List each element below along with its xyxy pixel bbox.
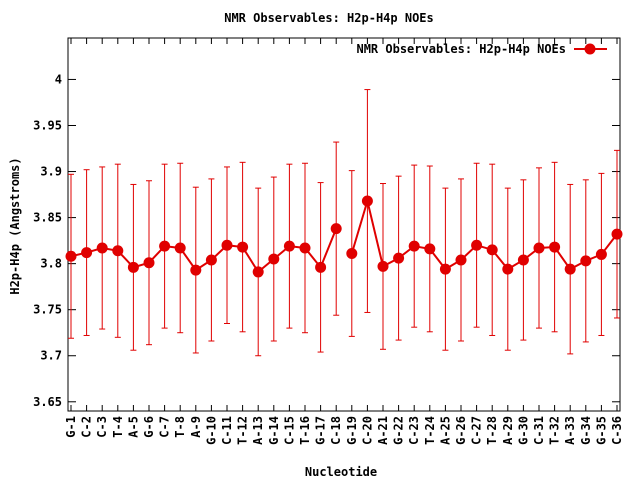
chart-title: NMR Observables: H2p-H4p NOEs bbox=[224, 11, 434, 25]
y-tick-label: 4 bbox=[55, 72, 62, 86]
data-point bbox=[268, 253, 280, 265]
data-point bbox=[517, 254, 529, 266]
x-tick-label: C-2 bbox=[80, 416, 94, 438]
data-point bbox=[611, 228, 623, 240]
x-tick-label: T-8 bbox=[173, 416, 187, 438]
data-point bbox=[65, 250, 77, 262]
data-point bbox=[174, 242, 186, 254]
x-tick-label: A-21 bbox=[376, 416, 390, 445]
data-point bbox=[127, 261, 139, 273]
data-point bbox=[237, 241, 249, 253]
data-point bbox=[283, 240, 295, 252]
x-tick-label: C-3 bbox=[95, 416, 109, 438]
data-point bbox=[346, 248, 358, 260]
data-point bbox=[190, 264, 202, 276]
x-tick-label: A-5 bbox=[126, 416, 140, 438]
series-line bbox=[70, 228, 338, 274]
data-point bbox=[377, 260, 389, 272]
data-point bbox=[471, 239, 483, 251]
x-tick-label: G-19 bbox=[345, 416, 359, 445]
data-point bbox=[81, 247, 93, 259]
data-point bbox=[549, 241, 561, 253]
x-tick-label: G-22 bbox=[392, 416, 406, 445]
data-point bbox=[408, 240, 420, 252]
y-tick-label: 3.7 bbox=[40, 349, 62, 363]
x-tick-label: C-7 bbox=[158, 416, 172, 438]
x-tick-label: T-12 bbox=[236, 416, 250, 445]
x-tick-label: G-6 bbox=[142, 416, 156, 438]
plot-frame bbox=[67, 37, 621, 412]
data-point bbox=[439, 263, 451, 275]
data-point bbox=[595, 248, 607, 260]
x-tick-label: T-32 bbox=[548, 416, 562, 445]
x-tick-label: A-9 bbox=[189, 416, 203, 438]
x-tick-label: G-1 bbox=[64, 416, 78, 438]
data-point bbox=[252, 266, 264, 278]
y-tick-label: 3.9 bbox=[40, 165, 62, 179]
x-tick-label: C-27 bbox=[470, 416, 484, 445]
x-tick-label: G-26 bbox=[454, 416, 468, 445]
x-tick-label: A-25 bbox=[438, 416, 452, 445]
legend-label: NMR Observables: H2p-H4p NOEs bbox=[356, 42, 566, 56]
x-tick-label: G-14 bbox=[267, 416, 281, 445]
series-line bbox=[350, 197, 618, 271]
x-tick-label: G-17 bbox=[314, 416, 328, 445]
x-tick-label: T-24 bbox=[423, 416, 437, 445]
x-tick-label: C-36 bbox=[610, 416, 624, 445]
data-point bbox=[112, 245, 124, 257]
x-axis-label: Nucleotide bbox=[305, 465, 377, 479]
legend: NMR Observables: H2p-H4p NOEs bbox=[356, 42, 607, 56]
data-point bbox=[502, 263, 514, 275]
data-point bbox=[315, 261, 327, 273]
x-tick-label: G-10 bbox=[204, 416, 218, 445]
y-axis-label: H2p-H4p (Angstroms) bbox=[8, 157, 22, 294]
x-tick-label: C-11 bbox=[220, 416, 234, 445]
y-tick-label: 3.95 bbox=[33, 118, 62, 132]
data-point bbox=[424, 243, 436, 255]
x-tick-label: T-28 bbox=[485, 416, 499, 445]
data-point bbox=[159, 240, 171, 252]
x-tick-label: C-15 bbox=[282, 416, 296, 445]
data-point bbox=[361, 195, 373, 207]
data-point bbox=[393, 252, 405, 264]
y-tick-label: 3.75 bbox=[33, 303, 62, 317]
legend-marker bbox=[584, 43, 596, 55]
data-point bbox=[486, 244, 498, 256]
y-tick-label: 3.85 bbox=[33, 211, 62, 225]
x-tick-label: C-20 bbox=[360, 416, 374, 445]
data-point bbox=[580, 255, 592, 267]
y-tick-label: 3.65 bbox=[33, 395, 62, 409]
x-tick-label: A-13 bbox=[251, 416, 265, 445]
x-tick-label: C-31 bbox=[532, 416, 546, 445]
x-tick-label: C-18 bbox=[329, 416, 343, 445]
data-point bbox=[564, 263, 576, 275]
x-tick-label: T-4 bbox=[111, 416, 125, 438]
x-tick-label: C-23 bbox=[407, 416, 421, 445]
x-tick-label: A-29 bbox=[501, 416, 515, 445]
data-point bbox=[96, 242, 108, 254]
data-point bbox=[221, 239, 233, 251]
x-tick-label: A-33 bbox=[563, 416, 577, 445]
y-tick-label: 3.8 bbox=[40, 257, 62, 271]
data-point bbox=[205, 254, 217, 266]
x-tick-label: T-16 bbox=[298, 416, 312, 445]
data-point bbox=[455, 254, 467, 266]
data-point bbox=[533, 242, 545, 254]
x-tick-label: G-30 bbox=[516, 416, 530, 445]
data-point bbox=[299, 242, 311, 254]
x-tick-label: G-35 bbox=[594, 416, 608, 445]
x-tick-label: G-34 bbox=[579, 416, 593, 445]
data-point bbox=[143, 257, 155, 269]
data-point bbox=[330, 223, 342, 235]
